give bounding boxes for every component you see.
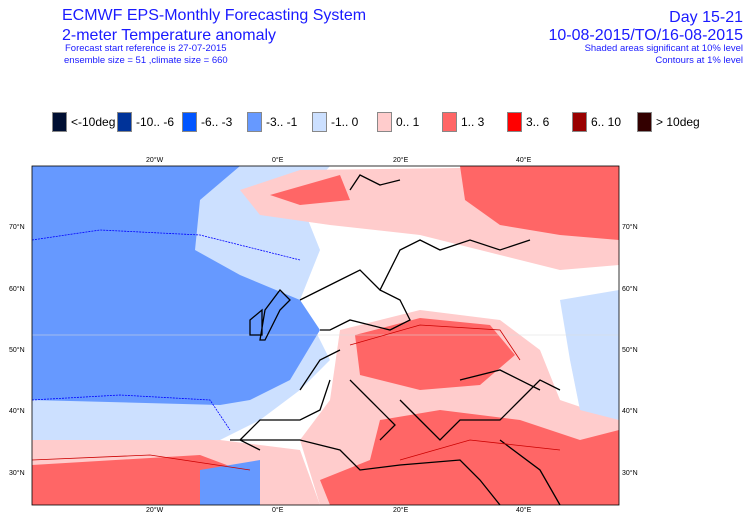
coastline	[230, 174, 561, 505]
legend-item: 3.. 6	[507, 112, 572, 132]
legend-swatch	[572, 112, 587, 132]
date-range: 10-08-2015/TO/16-08-2015	[548, 27, 743, 44]
legend-item: <-10deg	[52, 112, 117, 132]
anomaly-red-southwest	[32, 455, 240, 505]
legend-label: 6.. 10	[591, 115, 622, 129]
forecast-start: Forecast start reference is 27-07-2015	[65, 43, 227, 54]
legend-swatch	[312, 112, 327, 132]
lon-label-top: 0°E	[272, 157, 284, 164]
legend-item: -3.. -1	[247, 112, 312, 132]
lat-label-right: 50°N	[622, 347, 638, 354]
legend-swatch	[247, 112, 262, 132]
legend-item: -6.. -3	[182, 112, 247, 132]
legend-item: 6.. 10	[572, 112, 637, 132]
legend-swatch	[377, 112, 392, 132]
anomaly-red-northeast	[460, 166, 619, 240]
chart-title: ECMWF EPS-Monthly Forecasting System	[62, 7, 367, 24]
legend-swatch	[52, 112, 67, 132]
legend-label: -3.. -1	[266, 115, 298, 129]
legend-item: -1.. 0	[312, 112, 377, 132]
legend-label: -6.. -3	[201, 115, 233, 129]
legend-item: 1.. 3	[442, 112, 507, 132]
contour-blue	[32, 229, 301, 431]
lon-label-bottom: 0°E	[272, 507, 284, 514]
legend-label: 0.. 1	[396, 115, 420, 129]
contour-note: Contours at 1% level	[655, 55, 743, 66]
legend-item: -10.. -6	[117, 112, 182, 132]
lon-label-top: 20°W	[146, 157, 164, 164]
lat-label-right: 70°N	[622, 224, 638, 231]
anomaly-red-southeast	[320, 410, 619, 505]
contour-red	[32, 324, 561, 471]
legend-swatch	[637, 112, 652, 132]
lon-label-bottom: 40°E	[516, 507, 532, 514]
legend-label: -1.. 0	[331, 115, 359, 129]
ensemble-info: ensemble size = 51 ,climate size = 660	[64, 55, 228, 66]
legend-label: 3.. 6	[526, 115, 550, 129]
lat-label-right: 60°N	[622, 286, 638, 293]
legend-swatch	[442, 112, 457, 132]
chart-subtitle: 2-meter Temperature anomaly	[62, 27, 277, 44]
legend-swatch	[182, 112, 197, 132]
lat-label-left: 60°N	[9, 286, 25, 293]
anomaly-blue-west	[32, 166, 320, 405]
legend-item: 0.. 1	[377, 112, 442, 132]
color-legend: <-10deg -10.. -6 -6.. -3 -3.. -1 -1.. 0 0.. 1…	[52, 112, 702, 132]
shaded-note: Shaded areas significant at 10% level	[584, 43, 743, 54]
anomaly-red-central	[355, 318, 515, 390]
lon-label-bottom: 20°E	[393, 507, 409, 514]
day-range: Day 15-21	[669, 9, 743, 26]
legend-label: <-10deg	[71, 115, 116, 129]
lat-label-left: 70°N	[9, 224, 25, 231]
legend-swatch	[117, 112, 132, 132]
lat-label-right: 30°N	[622, 470, 638, 477]
lon-label-top: 40°E	[516, 157, 532, 164]
anomaly-red-north	[270, 175, 350, 205]
legend-label: -10.. -6	[136, 115, 175, 129]
anomaly-blue-south	[200, 460, 260, 505]
lat-label-right: 40°N	[622, 408, 638, 415]
legend-label: 1.. 3	[461, 115, 485, 129]
lat-label-left: 30°N	[9, 470, 25, 477]
map-frame	[31, 165, 620, 506]
lat-label-left: 50°N	[9, 347, 25, 354]
lat-label-left: 40°N	[9, 408, 25, 415]
lon-label-top: 20°E	[393, 157, 409, 164]
legend-swatch	[507, 112, 522, 132]
lon-label-bottom: 20°W	[146, 507, 164, 514]
legend-item: > 10deg	[637, 112, 702, 132]
legend-label: > 10deg	[656, 115, 700, 129]
anomaly-blue-east	[560, 290, 619, 420]
